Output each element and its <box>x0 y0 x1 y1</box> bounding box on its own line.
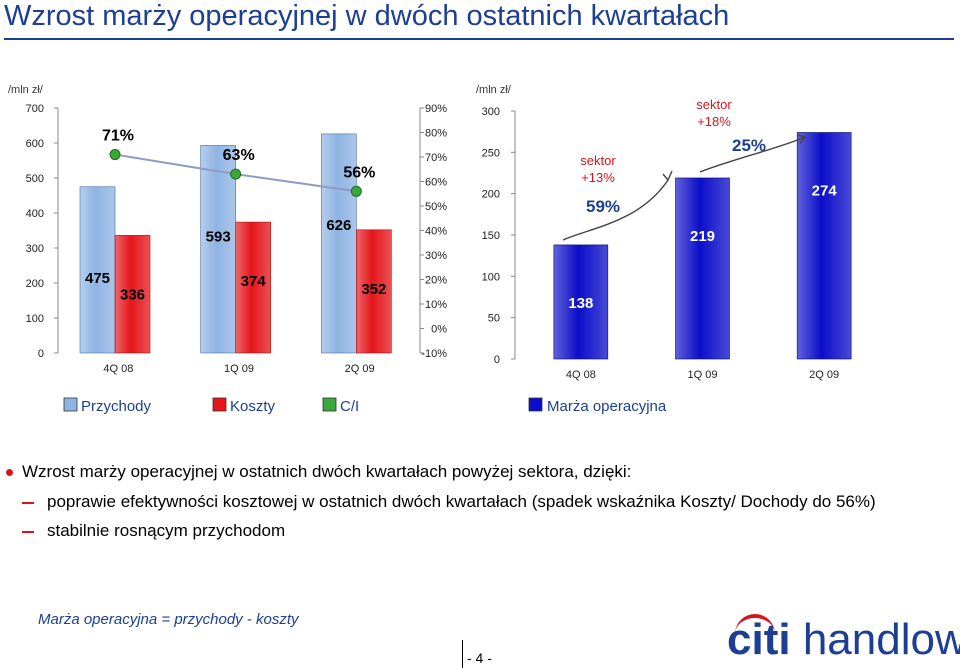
legend-label: Przychody <box>81 398 152 415</box>
chart1-x-tick-label: 2Q 09 <box>345 363 375 375</box>
annotation-sektor-growth-2: +18% <box>697 114 731 129</box>
point-ci <box>350 185 362 197</box>
chart1-y2-tick-label: 80% <box>425 128 447 140</box>
chart1-y2-tick-label: -10% <box>421 348 447 360</box>
bar-koszty <box>235 221 271 354</box>
bar-label-marza: 274 <box>812 182 838 199</box>
chart2-y-tick-label: 300 <box>482 106 500 118</box>
label-ci: 71% <box>102 128 134 145</box>
bar-label-przychody: 626 <box>326 217 351 234</box>
chart-operating-margin: /mln zł/0 50 100 150 200 250 300 138 4Q 08 219 1Q … <box>476 84 852 415</box>
page-title: Wzrost marży operacyjnej w dwóch ostatni… <box>4 0 730 32</box>
charts-svg: /mln zł/0100200300400500600700-10%0%10%2… <box>8 84 852 415</box>
chart2-x-tick-label: 1Q 09 <box>688 369 718 381</box>
chart2-y-tick-label: 200 <box>482 189 500 201</box>
chart2-y-tick-label: 100 <box>482 271 500 283</box>
chart2-y-tick-label: 0 <box>494 354 500 366</box>
annotation-sektor-2: sektor <box>696 97 732 112</box>
label-ci: 56% <box>343 164 375 181</box>
legend-label: Koszty <box>230 398 276 415</box>
bar-label-przychody: 475 <box>85 270 110 287</box>
chart1-y-tick-label: 700 <box>26 103 44 115</box>
title-underline <box>4 38 954 40</box>
bar-label-koszty: 374 <box>241 273 267 290</box>
bar-przychody <box>200 145 236 354</box>
point-ci <box>109 149 121 161</box>
chart1-y-tick-label: 0 <box>38 348 44 360</box>
legend-label: Marża operacyjna <box>547 398 667 415</box>
chart2-unit-label: /mln zł/ <box>476 84 512 96</box>
bullet-sub1: poprawie efektywności kosztowej w ostatn… <box>47 492 876 511</box>
page-number: - 4 - <box>467 650 492 666</box>
chart1-x-tick-label: 4Q 08 <box>103 363 133 375</box>
bar-label-przychody: 593 <box>206 228 231 245</box>
logo-name: handlowy <box>802 615 960 664</box>
chart1-y2-tick-label: 10% <box>425 299 447 311</box>
legend-swatch <box>322 397 337 412</box>
bar-koszty <box>114 235 151 354</box>
chart-cost-income: /mln zł/0 100 200 300 400 500 600 700 -10% 0% 10% 2… <box>8 84 447 415</box>
bar-label-koszty: 336 <box>120 286 145 303</box>
bar-label-marza: 219 <box>690 228 715 245</box>
footnote: Marża operacyjna = przychody - koszty <box>38 611 299 628</box>
chart1-y2-tick-label: 40% <box>425 226 447 238</box>
chart1-y2-tick-label: 70% <box>425 152 447 164</box>
bar-marza <box>796 132 852 360</box>
legend-swatch <box>528 397 543 412</box>
legend-label: C/I <box>340 398 359 415</box>
arrow-growth-2 <box>699 136 806 173</box>
bar-przychody <box>79 186 116 354</box>
bullet-sub2: stabilnie rosnącym przychodom <box>47 521 286 540</box>
bullet-dot <box>6 469 13 476</box>
page-divider <box>462 640 463 668</box>
arrowhead-growth-2 <box>796 134 807 145</box>
chart1-y2-tick-label: 90% <box>425 103 447 115</box>
annotation-sektor-1: sektor <box>580 153 616 168</box>
chart2-y-tick-label: 50 <box>488 313 500 325</box>
chart1-y2-tick-label: 0% <box>431 324 447 336</box>
chart1-y-tick-label: 300 <box>26 243 44 255</box>
chart1-y2-tick-label: 50% <box>425 201 447 213</box>
bar-przychody <box>321 133 357 354</box>
bullet-dash <box>22 502 34 504</box>
chart2-x-tick-label: 4Q 08 <box>566 369 596 381</box>
citi-arc-icon <box>735 614 775 634</box>
citi-handlowy-logo: citi handlowy <box>727 614 960 664</box>
bar-marza <box>675 177 730 360</box>
chart2-x-tick-label: 2Q 09 <box>809 369 839 381</box>
arrowhead-growth-1 <box>662 170 673 182</box>
bullet-dash <box>22 531 34 533</box>
chart1-x-tick-label: 1Q 09 <box>224 363 254 375</box>
bar-label-koszty: 352 <box>361 281 386 298</box>
label-ci: 63% <box>223 147 255 164</box>
chart2-y-tick-label: 150 <box>482 230 500 242</box>
annotation-sektor-growth-1: +13% <box>581 170 615 185</box>
chart1-unit-label: /mln zł/ <box>8 84 44 96</box>
legend-swatch <box>212 397 227 412</box>
chart1-y-tick-label: 200 <box>26 278 44 290</box>
annotation-pct-1: 59% <box>586 197 620 216</box>
bar-label-marza: 138 <box>568 295 593 312</box>
chart1-y-tick-label: 400 <box>26 208 44 220</box>
chart1-y2-tick-label: 20% <box>425 275 447 287</box>
chart1-y-tick-label: 500 <box>26 173 44 185</box>
chart1-y-tick-label: 100 <box>26 313 44 325</box>
chart1-y2-tick-label: 60% <box>425 177 447 189</box>
arrow-growth-1 <box>562 179 669 241</box>
bullet-main: Wzrost marży operacyjnej w ostatnich dwó… <box>22 462 632 481</box>
chart1-y-tick-label: 600 <box>26 138 44 150</box>
bar-koszty <box>356 229 392 354</box>
point-ci <box>230 168 242 180</box>
legend-swatch <box>63 397 78 412</box>
chart1-y2-tick-label: 30% <box>425 250 447 262</box>
annotation-pct-2: 25% <box>732 136 766 155</box>
chart2-y-tick-label: 250 <box>482 147 500 159</box>
bar-marza <box>553 244 609 360</box>
